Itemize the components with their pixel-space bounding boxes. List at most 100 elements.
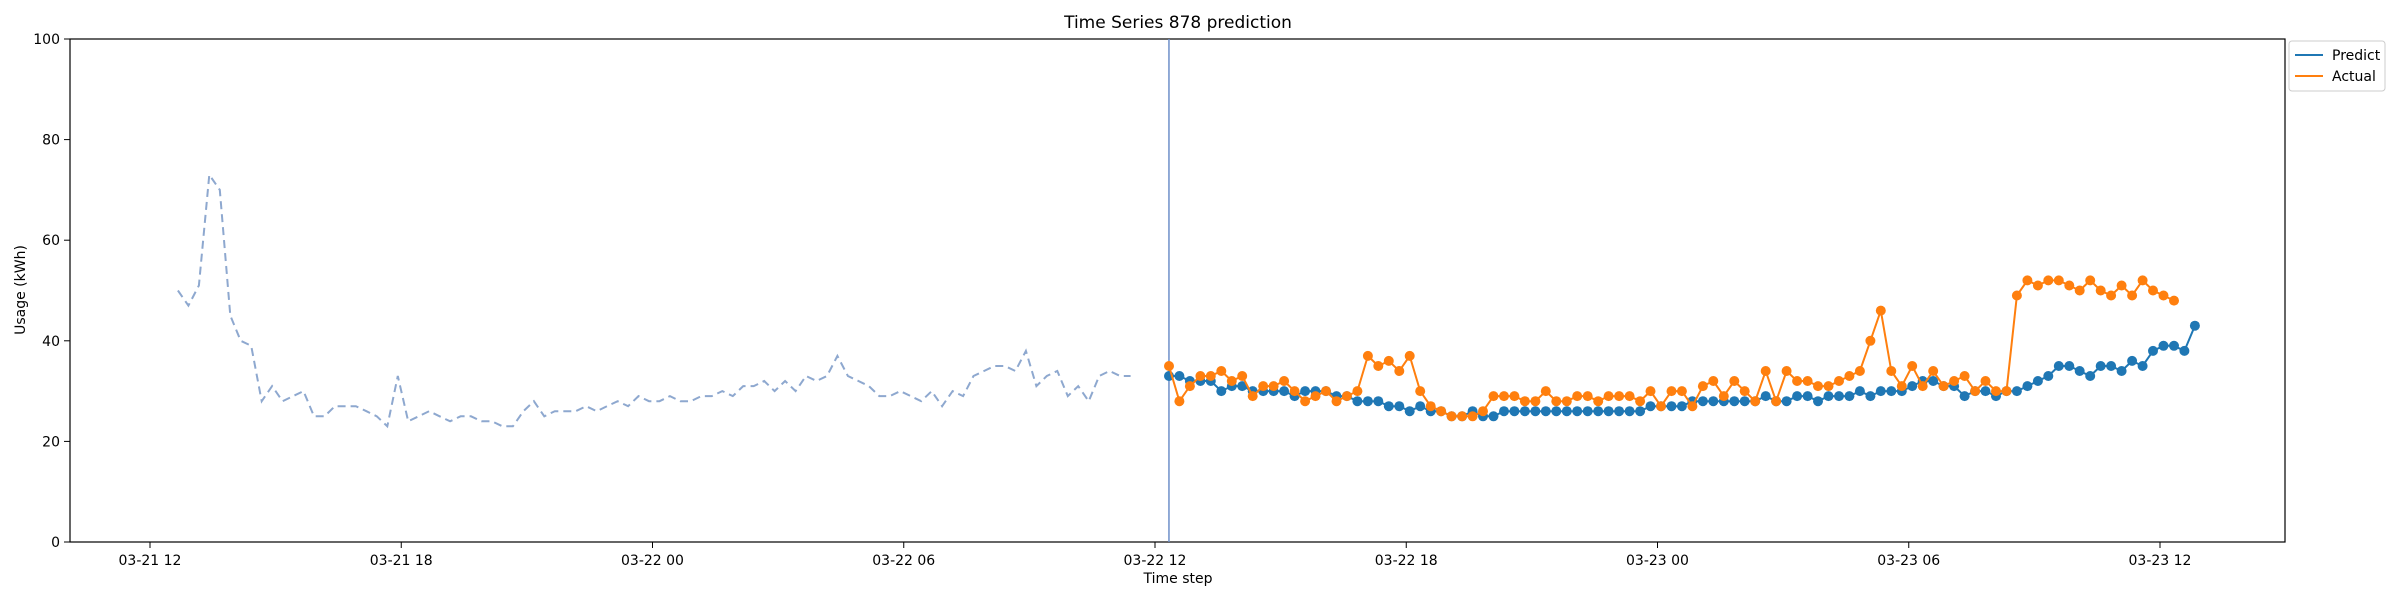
series-layer — [177, 171, 2200, 429]
data-point — [1970, 386, 1981, 397]
series-predict — [1164, 320, 2200, 422]
data-point — [1341, 391, 1352, 402]
data-point — [1750, 396, 1761, 407]
data-point — [1509, 406, 1520, 417]
data-point — [1854, 366, 1865, 376]
x-axis-title: Time step — [1143, 571, 1213, 587]
data-point — [2074, 366, 2085, 376]
data-point — [1268, 381, 1279, 392]
data-point — [1739, 396, 1750, 407]
data-point — [1980, 386, 1991, 397]
data-point — [1174, 371, 1185, 381]
y-tick-label: 60 — [42, 233, 60, 249]
y-tick-label: 40 — [42, 334, 60, 350]
data-point — [2158, 340, 2169, 351]
data-point — [1896, 381, 1907, 392]
data-point — [1614, 406, 1625, 417]
data-point — [1247, 391, 1258, 402]
x-tick-label: 03-22 18 — [1375, 553, 1438, 569]
data-point — [1792, 376, 1803, 386]
data-point — [1519, 396, 1530, 407]
data-point — [2148, 285, 2158, 296]
data-point — [2011, 290, 2022, 301]
data-point — [1676, 386, 1687, 397]
data-point — [1582, 406, 1593, 417]
data-point — [1614, 391, 1625, 402]
data-point — [2169, 340, 2179, 351]
y-tick-label: 100 — [33, 32, 60, 48]
data-point — [1771, 396, 1782, 407]
data-point — [1499, 406, 1509, 417]
data-point — [1666, 401, 1677, 412]
data-point — [1279, 376, 1290, 386]
data-point — [1457, 411, 1468, 422]
series-history — [177, 171, 1131, 429]
data-point — [1718, 391, 1729, 402]
data-point — [1676, 401, 1687, 412]
data-point — [1854, 386, 1865, 397]
data-point — [1331, 396, 1342, 407]
data-point — [1362, 396, 1373, 407]
data-point — [1959, 391, 1970, 402]
data-point — [1530, 396, 1541, 407]
data-point — [2189, 320, 2200, 331]
data-point — [1174, 396, 1185, 407]
data-point — [1195, 371, 1206, 381]
data-point — [1478, 406, 1488, 417]
data-point — [2032, 376, 2043, 386]
data-point — [2127, 290, 2138, 301]
data-point — [1823, 391, 1834, 402]
data-point — [1540, 406, 1551, 417]
x-tick-label: 03-23 00 — [1626, 553, 1689, 569]
data-point — [2053, 275, 2064, 286]
data-point — [1237, 371, 1248, 381]
data-point — [1834, 376, 1844, 386]
data-point — [1310, 391, 1321, 402]
data-point — [1938, 381, 1949, 392]
data-point — [1802, 391, 1813, 402]
data-point — [1226, 376, 1237, 386]
data-point — [1865, 335, 1876, 346]
plot-frame — [69, 38, 2286, 543]
data-point — [1844, 371, 1855, 381]
data-point — [2137, 361, 2148, 371]
data-point — [1362, 350, 1373, 361]
x-tick-label: 03-22 12 — [1124, 553, 1187, 569]
data-point — [2095, 285, 2106, 296]
data-point — [1760, 391, 1771, 402]
y-axis: 0 20 40 60 80 100 — [33, 32, 70, 551]
data-point — [1949, 376, 1960, 386]
data-point — [2095, 361, 2106, 371]
data-point — [1875, 305, 1886, 316]
data-point — [1572, 391, 1583, 402]
data-point — [1792, 391, 1803, 402]
data-point — [1530, 406, 1541, 417]
data-point — [1279, 386, 1290, 397]
data-point — [1624, 406, 1635, 417]
data-point — [1729, 376, 1740, 386]
data-point — [2085, 371, 2096, 381]
x-axis: 03-21 12 03-21 18 03-22 00 03-22 06 03-22 12… — [119, 542, 2191, 569]
data-point — [2064, 361, 2075, 371]
data-point — [2106, 290, 2117, 301]
data-point — [1415, 386, 1426, 397]
data-point — [2074, 285, 2085, 296]
data-point — [1216, 366, 1227, 376]
data-point — [2022, 381, 2033, 392]
data-point — [1446, 411, 1457, 422]
x-tick-label: 03-21 18 — [370, 553, 433, 569]
data-point — [2032, 280, 2043, 291]
data-point — [1844, 391, 1855, 402]
data-point — [1561, 396, 1572, 407]
data-point — [1499, 391, 1509, 402]
y-axis-title: Usage (kWh) — [13, 245, 29, 335]
data-point — [2011, 386, 2022, 397]
series-line — [177, 171, 1131, 429]
data-point — [1300, 386, 1311, 397]
data-point — [1980, 376, 1991, 386]
data-point — [1666, 386, 1677, 397]
data-point — [1561, 406, 1572, 417]
data-point — [1551, 396, 1562, 407]
data-point — [1928, 376, 1939, 386]
data-point — [1635, 396, 1646, 407]
